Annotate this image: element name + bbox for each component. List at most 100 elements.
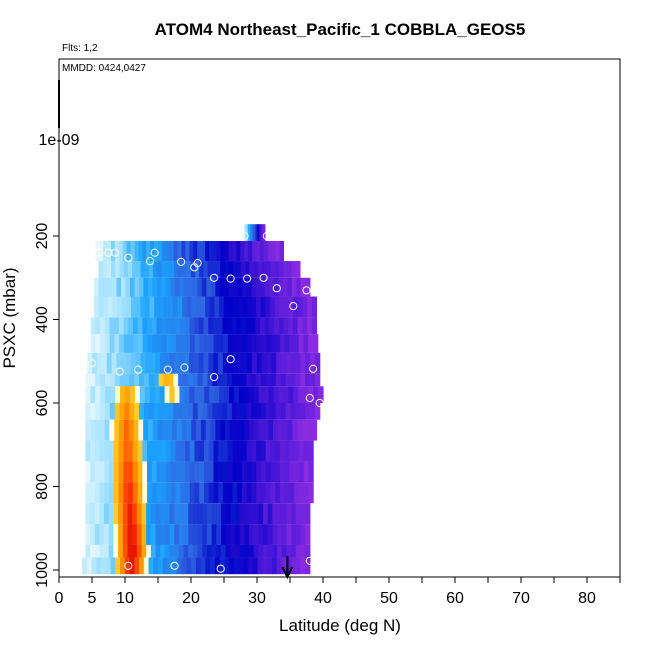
- heatmap-cell: [222, 482, 229, 504]
- heatmap-cell: [212, 317, 219, 335]
- heatmap-cell: [157, 419, 163, 441]
- heatmap-cell: [132, 440, 139, 462]
- heatmap-cell: [306, 419, 313, 441]
- heatmap-cell: [100, 334, 106, 353]
- heatmap-cell: [212, 373, 218, 387]
- heatmap-cell: [236, 241, 241, 262]
- sample-point: [210, 373, 219, 382]
- heatmap-cell: [118, 440, 124, 462]
- heatmap-cell: [238, 386, 245, 403]
- heatmap-cell: [273, 419, 279, 441]
- heatmap-cell: [237, 334, 243, 353]
- heatmap-cell: [276, 557, 282, 575]
- heatmap-cell: [124, 373, 130, 387]
- heatmap-cell: [156, 482, 162, 504]
- sample-point: [94, 248, 103, 257]
- heatmap-cell: [280, 403, 287, 420]
- x-tick-label: 20: [182, 590, 200, 607]
- heatmap-cell: [179, 386, 185, 403]
- heatmap-cell: [222, 373, 228, 387]
- heatmap-cell: [128, 334, 134, 353]
- heatmap-cell: [178, 544, 185, 558]
- heatmap-cell: [118, 524, 124, 545]
- heatmap-cell: [215, 277, 221, 297]
- heatmap-cell: [144, 296, 151, 318]
- heatmap-cell: [244, 544, 250, 558]
- heatmap-cell: [178, 524, 185, 545]
- heatmap-cell: [95, 373, 101, 387]
- heatmap-cell: [282, 419, 289, 441]
- heatmap-cell: [255, 317, 261, 335]
- heatmap-cell: [107, 296, 114, 318]
- heatmap-cell: [180, 334, 186, 353]
- heatmap-cell: [199, 461, 205, 483]
- heatmap-cell: [202, 503, 208, 525]
- heatmap-cell: [95, 419, 101, 441]
- heatmap-cell: [251, 352, 258, 374]
- heatmap-cell: [266, 373, 272, 387]
- heatmap-cell: [218, 461, 224, 483]
- heatmap-cell: [154, 296, 160, 318]
- heatmap-cell: [124, 557, 131, 575]
- heatmap-cell: [123, 419, 130, 441]
- heatmap-cell: [225, 503, 231, 525]
- top-tick-label: 1e-09: [39, 132, 80, 149]
- heatmap-cell: [265, 461, 271, 483]
- heatmap-cell: [278, 317, 285, 335]
- heatmap-cell: [246, 296, 253, 318]
- heatmap-cell: [113, 544, 119, 558]
- heatmap-cell: [94, 544, 101, 558]
- heatmap-cell: [137, 461, 143, 483]
- heatmap-cell: [203, 317, 209, 335]
- sample-point: [259, 273, 268, 282]
- heatmap-cell: [154, 241, 159, 262]
- heatmap-cell: [183, 524, 189, 545]
- sample-points: [54, 231, 324, 573]
- heatmap-cell: [260, 277, 266, 297]
- heatmap-row: [87, 352, 321, 374]
- heatmap-cell: [182, 296, 188, 318]
- heatmap-cell: [198, 317, 205, 335]
- heatmap-cell: [150, 241, 155, 262]
- heatmap-cell: [103, 296, 109, 318]
- heatmap-cell: [285, 403, 292, 420]
- heatmap-cell: [136, 524, 143, 545]
- heatmap-cell: [263, 386, 270, 403]
- heatmap-cell: [111, 352, 118, 374]
- heatmap-cell: [86, 557, 93, 575]
- heatmap-cell: [206, 503, 213, 525]
- heatmap-cell: [134, 386, 141, 403]
- heatmap-cell: [143, 419, 149, 441]
- heatmap-cell: [107, 277, 113, 297]
- heatmap-cell: [177, 241, 183, 262]
- heatmap-cell: [281, 544, 288, 558]
- heatmap-cell: [141, 503, 147, 525]
- heatmap-cell: [187, 403, 194, 420]
- heatmap-row: [85, 373, 321, 387]
- heatmap-cell: [181, 241, 187, 262]
- sample-point: [243, 274, 252, 283]
- heatmap-cell: [95, 334, 101, 353]
- heatmap-cell: [90, 440, 96, 462]
- heatmap-cell: [236, 373, 243, 387]
- heatmap-cell: [107, 241, 112, 262]
- heatmap-cell: [312, 334, 319, 353]
- heatmap-cell: [194, 440, 200, 462]
- heatmap-cell: [150, 524, 157, 545]
- heatmap-cell: [134, 403, 140, 420]
- heatmap-cell: [253, 386, 260, 403]
- heatmap-cell: [122, 524, 129, 545]
- heatmap-cell: [115, 261, 121, 278]
- heatmap-cell: [160, 544, 166, 558]
- heatmap-cell: [280, 373, 287, 387]
- heatmap-cell: [119, 261, 125, 278]
- heatmap-cell: [110, 557, 116, 575]
- heatmap-cell: [123, 461, 129, 483]
- heatmap-cell: [170, 317, 176, 335]
- heatmap-cell: [201, 277, 207, 297]
- heatmap-cell: [132, 503, 138, 525]
- heatmap-cell: [104, 503, 110, 525]
- heatmap-cell: [158, 241, 163, 262]
- heatmap-cell: [163, 296, 169, 318]
- heatmap-cell: [228, 261, 234, 278]
